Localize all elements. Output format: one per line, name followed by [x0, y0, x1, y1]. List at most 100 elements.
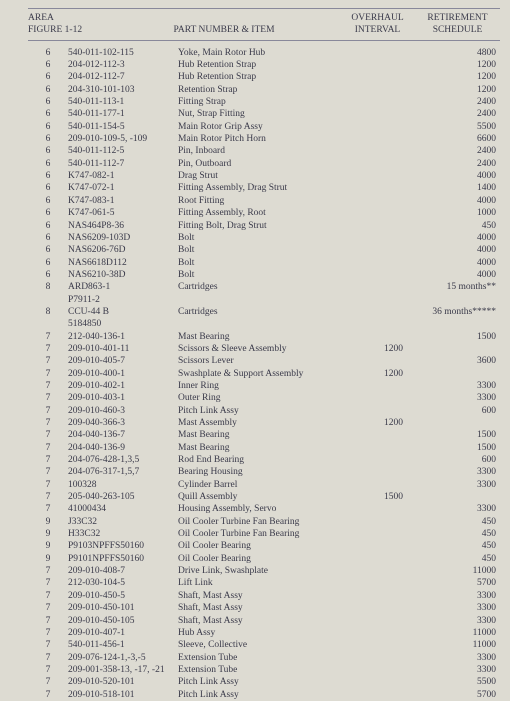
- cell-part-number: 205-040-263-105: [68, 491, 178, 503]
- cell-item: Oil Cooler Turbine Fan Bearing: [178, 516, 366, 528]
- cell-item: Outer Ring: [178, 392, 366, 404]
- cell-part-number: 540-011-112-7: [68, 158, 178, 170]
- cell-area: 7: [28, 664, 68, 676]
- table-row: 7209-076-124-1,-3,-5Extension Tube3300: [28, 652, 500, 664]
- cell-retirement-schedule: 3300: [421, 664, 500, 676]
- cell-retirement-schedule: 6600: [421, 133, 500, 145]
- table-row: 6540-011-154-5Main Rotor Grip Assy5500: [28, 121, 500, 133]
- cell-part-number: NAS6618D112: [68, 257, 178, 269]
- cell-part-number: K747-082-1: [68, 170, 178, 182]
- cell-item: Bolt: [178, 257, 366, 269]
- cell-item: Shaft, Mast Assy: [178, 615, 366, 627]
- cell-item: Main Rotor Pitch Horn: [178, 133, 366, 145]
- cell-item: Bolt: [178, 269, 366, 281]
- cell-item: Mast Bearing: [178, 442, 366, 454]
- cell-area: 7: [28, 331, 68, 343]
- cell-retirement-schedule: 11000: [421, 565, 500, 577]
- table-row: 6NAS6209-103DBolt4000: [28, 232, 500, 244]
- cell-area: 6: [28, 195, 68, 207]
- header-rs: RETIREMENT SCHEDULE: [415, 12, 500, 37]
- cell-retirement-schedule: 2400: [421, 145, 500, 157]
- cell-retirement-schedule: 4000: [421, 257, 500, 269]
- cell-retirement-schedule: 11000: [421, 639, 500, 651]
- cell-area: 6: [28, 121, 68, 133]
- cell-item: Oil Cooler Bearing: [178, 553, 366, 565]
- cell-area: 7: [28, 454, 68, 466]
- cell-item: Bolt: [178, 232, 366, 244]
- cell-area: 9: [28, 553, 68, 565]
- cell-item: Pin, Inboard: [178, 145, 366, 157]
- table-row: 7205-040-263-105Quill Assembly1500: [28, 491, 500, 503]
- table-row: 7204-040-136-7Mast Bearing1500: [28, 429, 500, 441]
- table-row: 6540-011-112-5Pin, Inboard2400: [28, 145, 500, 157]
- cell-item: Retention Strap: [178, 84, 366, 96]
- cell-retirement-schedule: 2400: [421, 96, 500, 108]
- cell-retirement-schedule: 1000: [421, 207, 500, 219]
- table-row: 7209-010-405-7Scissors Lever3600: [28, 355, 500, 367]
- cell-retirement-schedule: 3300: [421, 615, 500, 627]
- cell-retirement-schedule: 2400: [421, 158, 500, 170]
- cell-part-number: 212-040-136-1: [68, 331, 178, 343]
- table-row: 7204-076-317-1,5,7Bearing Housing3300: [28, 466, 500, 478]
- table-row: 7209-010-407-1Hub Assy11000: [28, 627, 500, 639]
- cell-part-number: ARD863-1: [68, 281, 178, 293]
- cell-part-number: 209-076-124-1,-3,-5: [68, 652, 178, 664]
- cell-part-number: 209-010-450-5: [68, 590, 178, 602]
- cell-item: Oil Cooler Turbine Fan Bearing: [178, 528, 366, 540]
- cell-overhaul-interval: 1500: [366, 491, 421, 503]
- cell-part-number: 204-076-317-1,5,7: [68, 466, 178, 478]
- cell-retirement-schedule: 1200: [421, 59, 500, 71]
- table-row: 7209-010-460-3Pitch Link Assy600: [28, 405, 500, 417]
- cell-part-number: 209-010-405-7: [68, 355, 178, 367]
- table-row: 7209-010-518-101Pitch Link Assy5700: [28, 689, 500, 701]
- table-row: 6540-011-177-1Nut, Strap Fitting2400: [28, 108, 500, 120]
- cell-area: 6: [28, 84, 68, 96]
- cell-item: Bolt: [178, 244, 366, 256]
- table-row: 741000434Housing Assembly, Servo3300: [28, 503, 500, 515]
- cell-item: Extension Tube: [178, 652, 366, 664]
- cell-area: 8: [28, 281, 68, 293]
- cell-part-number: 209-010-401-11: [68, 343, 178, 355]
- header-oi-l2: INTERVAL: [355, 25, 401, 35]
- cell-area: 7: [28, 602, 68, 614]
- cell-part-number: 41000434: [68, 503, 178, 515]
- cell-item: Nut, Strap Fitting: [178, 108, 366, 120]
- table-row: 7209-010-450-5Shaft, Mast Assy3300: [28, 590, 500, 602]
- table-row: 7209-010-402-1Inner Ring3300: [28, 380, 500, 392]
- table-row: 7212-040-136-1Mast Bearing1500: [28, 331, 500, 343]
- header-oi-l1: OVERHAUL: [351, 13, 403, 23]
- table-row: 6540-011-112-7Pin, Outboard2400: [28, 158, 500, 170]
- cell-area: 7: [28, 590, 68, 602]
- cell-part-number: 209-010-109-5, -109: [68, 133, 178, 145]
- cell-part-number: 209-010-450-105: [68, 615, 178, 627]
- cell-item: Fitting Bolt, Drag Strut: [178, 220, 366, 232]
- table-row: 6NAS464P8-36Fitting Bolt, Drag Strut450: [28, 220, 500, 232]
- cell-retirement-schedule: 450: [421, 540, 500, 552]
- cell-area: 7: [28, 676, 68, 688]
- cell-area: 7: [28, 380, 68, 392]
- cell-area: 6: [28, 257, 68, 269]
- cell-item: Hub Assy: [178, 627, 366, 639]
- cell-area: 7: [28, 368, 68, 380]
- cell-retirement-schedule: 1500: [421, 331, 500, 343]
- table-row: 5184850: [28, 318, 500, 330]
- cell-area: 9: [28, 540, 68, 552]
- table-row: 6540-011-113-1Fitting Strap2400: [28, 96, 500, 108]
- table-row: 7209-001-358-13, -17, -21Extension Tube3…: [28, 664, 500, 676]
- cell-part-number: 209-010-402-1: [68, 380, 178, 392]
- cell-area: 7: [28, 355, 68, 367]
- cell-retirement-schedule: 1200: [421, 71, 500, 83]
- cell-area: 7: [28, 652, 68, 664]
- table-row: 6NAS6210-38DBolt4000: [28, 269, 500, 281]
- cell-area: 6: [28, 71, 68, 83]
- table-row: 7209-010-400-1Swashplate & Support Assem…: [28, 368, 500, 380]
- table-row: 7209-010-408-7Drive Link, Swashplate1100…: [28, 565, 500, 577]
- cell-part-number: 209-010-400-1: [68, 368, 178, 380]
- cell-part-number: K747-083-1: [68, 195, 178, 207]
- cell-part-number: NAS464P8-36: [68, 220, 178, 232]
- cell-area: 7: [28, 466, 68, 478]
- header-area-l1: AREA: [28, 13, 54, 23]
- cell-part-number: NAS6210-38D: [68, 269, 178, 281]
- cell-retirement-schedule: 1200: [421, 84, 500, 96]
- table-body: 6540-011-102-115Yoke, Main Rotor Hub4800…: [28, 47, 500, 701]
